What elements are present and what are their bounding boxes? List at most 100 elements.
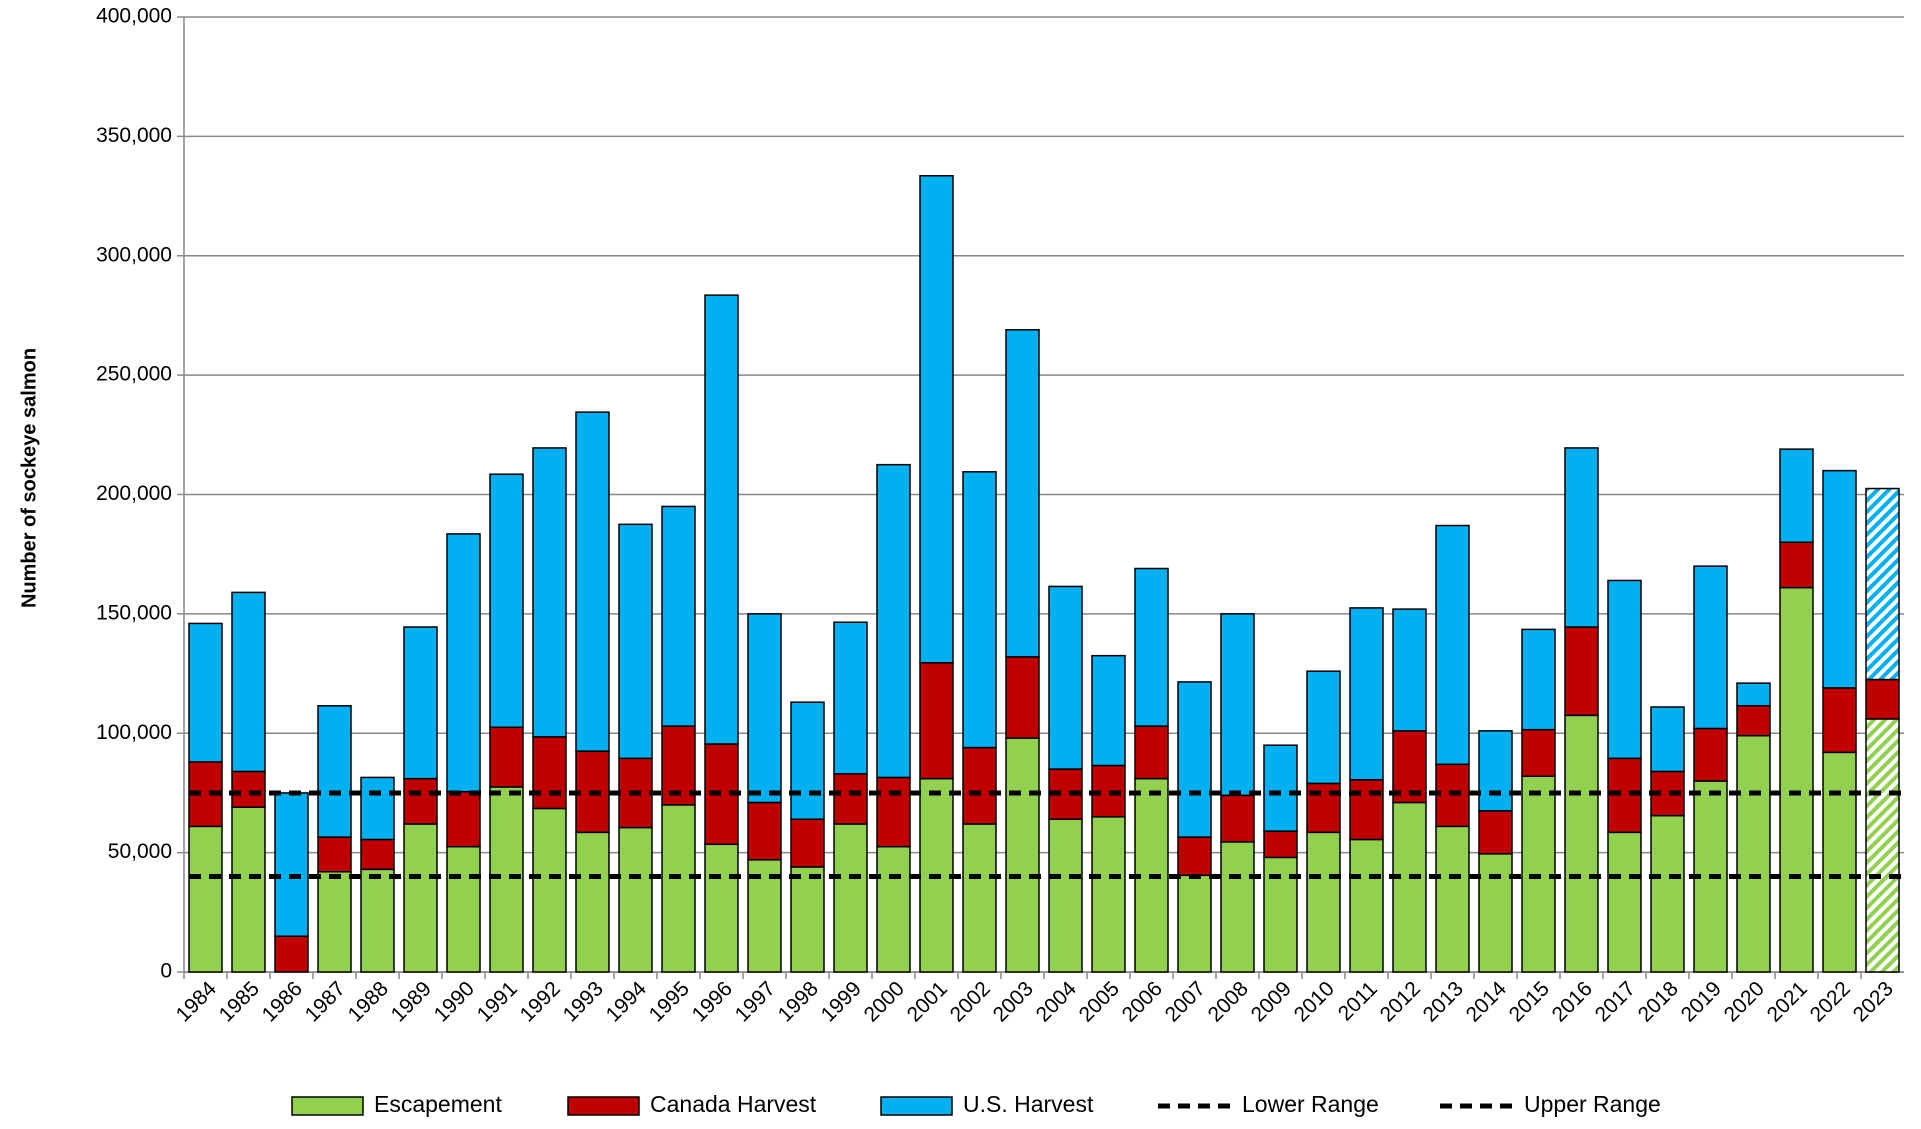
y-tick-label: 50,000 [108,840,172,863]
bar-segment [1134,725,1169,780]
bar-segment [704,843,739,973]
x-tick-label: 2005 [1075,977,1124,1026]
bar-segment [360,838,395,871]
bar-segment [1779,586,1814,973]
x-tick-label: 1986 [258,977,307,1026]
bar-segment [1392,801,1427,973]
bar-segment [1392,608,1427,732]
bar-segment [919,175,954,664]
bar-segment [790,818,825,868]
bar-segment [1349,779,1384,841]
bar-segment [1349,607,1384,781]
bar-segment [1822,751,1857,973]
legend-label: Lower Range [1242,1091,1379,1117]
bar-segment [1091,654,1126,767]
bar-segment [231,591,266,773]
bar-segment [1736,705,1771,737]
bar-segment [1693,565,1728,730]
bar-segment [1134,567,1169,727]
bar-segment [231,806,266,973]
bar-segment [446,533,481,793]
x-tick-label: 1997 [731,977,780,1026]
x-tick-label: 1985 [215,977,264,1026]
bar-segment [1650,814,1685,973]
x-tick-label: 2021 [1763,977,1812,1026]
x-tick-label: 2022 [1806,977,1855,1026]
x-tick-label: 1993 [559,977,608,1026]
bar-segment [1607,831,1642,973]
bar-segment [274,792,309,937]
bar-segment [1564,626,1599,717]
bar-segment [1650,706,1685,773]
bar-segment [962,746,997,825]
legend-swatch [567,1096,640,1116]
bar-segment [446,845,481,973]
bar-segment [1779,541,1814,589]
x-tick-label: 2014 [1462,977,1512,1027]
bar-segment [403,626,438,780]
bar-segment [1220,794,1255,843]
x-tick-label: 1996 [688,977,737,1026]
bar-segment [833,823,868,973]
y-tick-label: 0 [160,960,172,983]
bar-segment [661,505,696,727]
y-tick-label: 250,000 [96,363,172,386]
bar-segment [188,825,223,973]
bar-segment [747,613,782,804]
x-tick-label: 2011 [1334,977,1382,1025]
x-tick-label: 1995 [645,977,694,1026]
bar-segment [532,807,567,973]
bar-segment [403,777,438,825]
bar-segment [532,447,567,738]
bar-segment [532,736,567,810]
x-tick-label: 2000 [860,977,909,1026]
bar-segment [360,868,395,973]
bar-segment [747,801,782,861]
legend-label: Upper Range [1524,1091,1661,1117]
x-tick-label: 1988 [344,977,393,1026]
bar-segment [876,463,911,779]
bar-segment [1306,831,1341,973]
x-tick-label: 1990 [430,977,479,1026]
x-tick-label: 2003 [989,977,1038,1026]
x-tick-label: 1987 [301,977,350,1026]
bar-segment [704,294,739,745]
bar-segment [1736,734,1771,973]
bar-segment [833,621,868,775]
bar-segment [1263,744,1298,832]
bar-segment [790,866,825,973]
bar-segment [1865,678,1900,720]
y-tick-label: 200,000 [96,482,172,505]
bar-segment [661,804,696,973]
bar-segment [1349,838,1384,973]
bar-segment [1306,670,1341,785]
x-tick-label: 2008 [1204,977,1253,1026]
bar-segment [1220,841,1255,973]
y-tick-label: 150,000 [96,601,172,624]
x-tick-label: 2015 [1505,977,1554,1026]
bar-segment [1177,874,1212,973]
bar-segment [1263,830,1298,859]
bar-segment [403,823,438,973]
x-tick-label: 2017 [1591,977,1640,1026]
bar-segment [1693,727,1728,782]
bar-segment [489,473,524,729]
x-tick-label: 2004 [1032,977,1082,1027]
x-tick-label: 1989 [387,977,436,1026]
bar-segment [1822,469,1857,689]
bar-segment [1478,730,1513,812]
y-tick-label: 350,000 [96,124,172,147]
bar-segment [1005,737,1040,973]
bar-segment [274,935,309,973]
bar-segment [1478,810,1513,855]
bar-segment [1564,714,1599,973]
legend-label: Canada Harvest [650,1091,817,1117]
bar-segment [919,662,954,780]
bar-segment [317,705,352,838]
bar-segment [1865,718,1900,973]
bar-segment [1822,687,1857,754]
x-tick-label: 2012 [1376,977,1425,1026]
x-tick-label: 2002 [946,977,995,1026]
bar-segment [360,776,395,841]
